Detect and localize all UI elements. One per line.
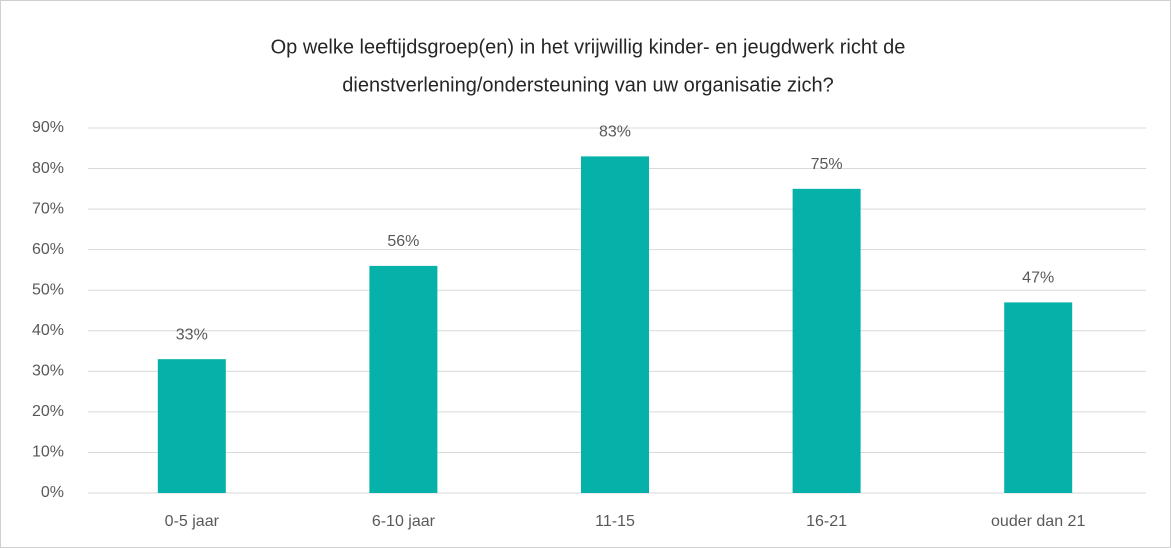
y-tick-label: 20% [32,403,64,420]
y-tick-label: 10% [32,444,64,461]
bar [581,156,649,493]
y-tick-label: 0% [41,484,64,501]
bar [157,359,226,493]
data-label: 75% [811,156,843,173]
y-tick-label: 50% [32,281,64,298]
data-label: 83% [599,124,631,141]
y-tick-label: 30% [32,363,64,380]
x-tick-label: ouder dan 21 [991,513,1085,530]
bar [792,188,861,494]
y-tick-label: 60% [32,241,64,258]
y-tick-label: 40% [32,322,64,339]
x-tick-label: 0-5 jaar [165,513,220,530]
bar [369,265,438,493]
y-tick-label: 80% [32,160,64,177]
data-label: 47% [1022,270,1054,287]
data-label: 56% [387,233,419,250]
chart-title: Op welke leeftijdsgroep(en) in het vrijw… [271,36,906,58]
y-tick-label: 90% [32,119,64,136]
x-tick-label: 16-21 [806,513,847,530]
y-tick-label: 70% [32,200,64,217]
x-tick-label: 6-10 jaar [372,513,436,530]
bar [1004,302,1073,493]
x-tick-label: 11-15 [595,513,635,530]
data-label: 33% [176,326,208,343]
chart-title: dienstverlening/ondersteuning van uw org… [342,74,833,96]
